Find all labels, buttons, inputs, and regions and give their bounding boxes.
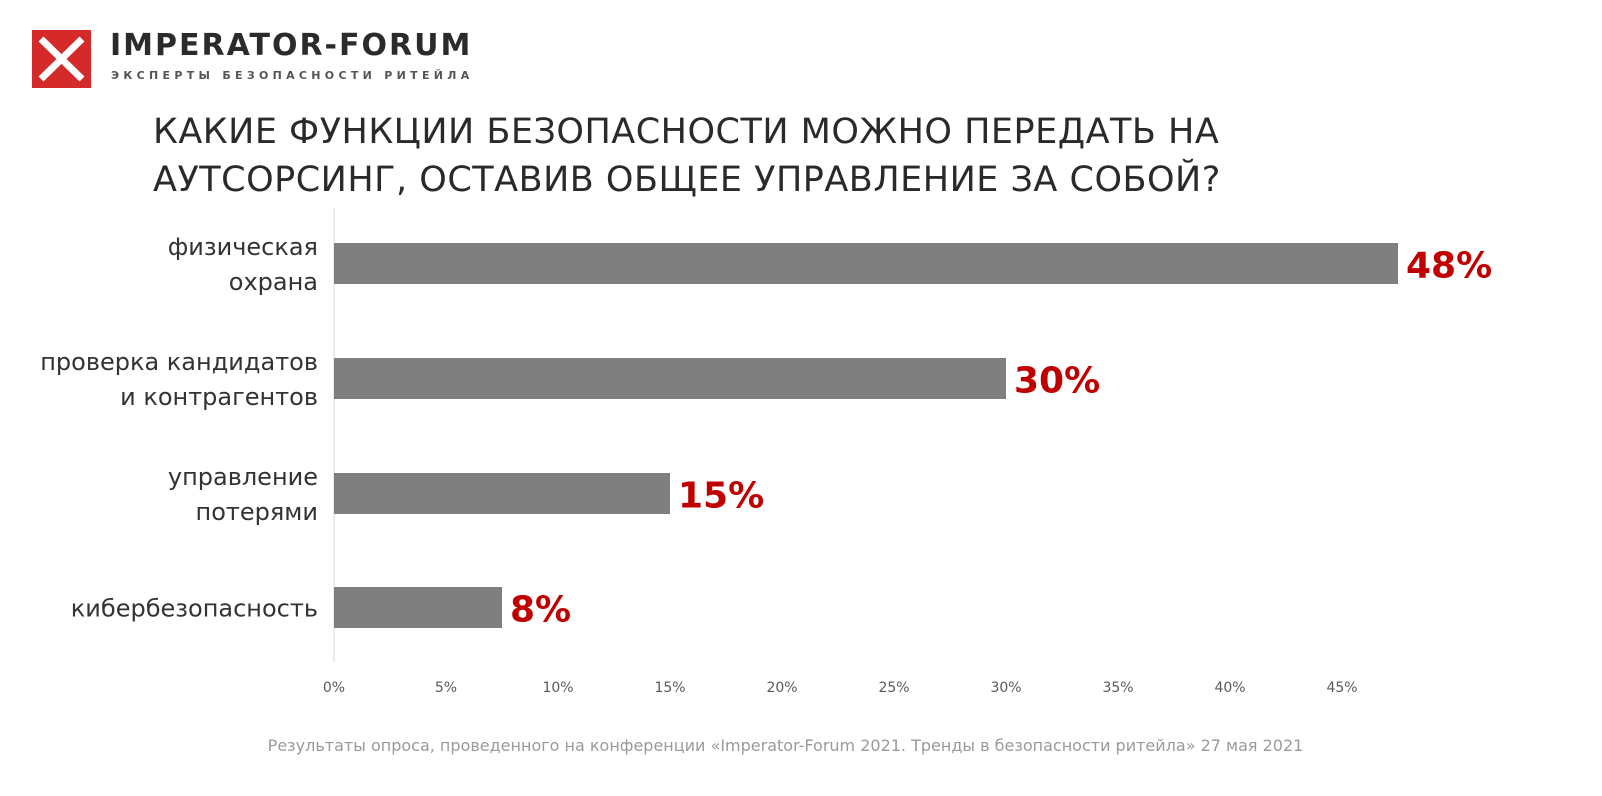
x-tick-label: 10% [542,680,573,696]
x-tick-label: 15% [654,680,685,696]
category-label: и контрагентов [120,383,318,411]
bar [334,473,670,514]
category-label: кибербезопасность [71,595,318,623]
category-label: проверка кандидатов [40,348,318,376]
x-tick-label: 30% [990,680,1021,696]
bar [334,587,502,628]
source-footnote: Результаты опроса, проведенного на конфе… [267,736,1304,755]
x-tick-label: 5% [435,680,457,696]
x-tick-label: 25% [878,680,909,696]
chart-title-line: КАКИЕ ФУНКЦИИ БЕЗОПАСНОСТИ МОЖНО ПЕРЕДАТ… [153,112,1220,152]
category-label: физическая [168,233,318,261]
bar-value-label: 30% [1014,361,1100,402]
bar-chart: 48% физическая охрана 30% проверка кандидато… [40,208,1492,696]
category-label: потерями [196,498,319,526]
bar [334,243,1398,284]
x-tick-label: 45% [1326,680,1357,696]
brand-tagline: ЭКСПЕРТЫ БЕЗОПАСНОСТИ РИТЕЙЛА [111,69,474,82]
x-tick-label: 40% [1214,680,1245,696]
x-tick-label: 35% [1102,680,1133,696]
brand-logo-icon [32,30,91,88]
bar-value-label: 15% [678,476,764,517]
category-label: управление [168,463,318,491]
chart-title: КАКИЕ ФУНКЦИИ БЕЗОПАСНОСТИ МОЖНО ПЕРЕДАТ… [153,108,1453,204]
chart-title-line: АУТСОРСИНГ, ОСТАВИВ ОБЩЕЕ УПРАВЛЕНИЕ ЗА … [153,160,1221,200]
brand-name: IMPERATOR-FORUM [110,28,473,63]
bar-value-label: 48% [1406,246,1492,287]
x-tick-label: 20% [766,680,797,696]
x-tick-label: 0% [323,680,345,696]
bar [334,358,1006,399]
bar-value-label: 8% [510,590,571,631]
category-label: охрана [229,268,318,296]
